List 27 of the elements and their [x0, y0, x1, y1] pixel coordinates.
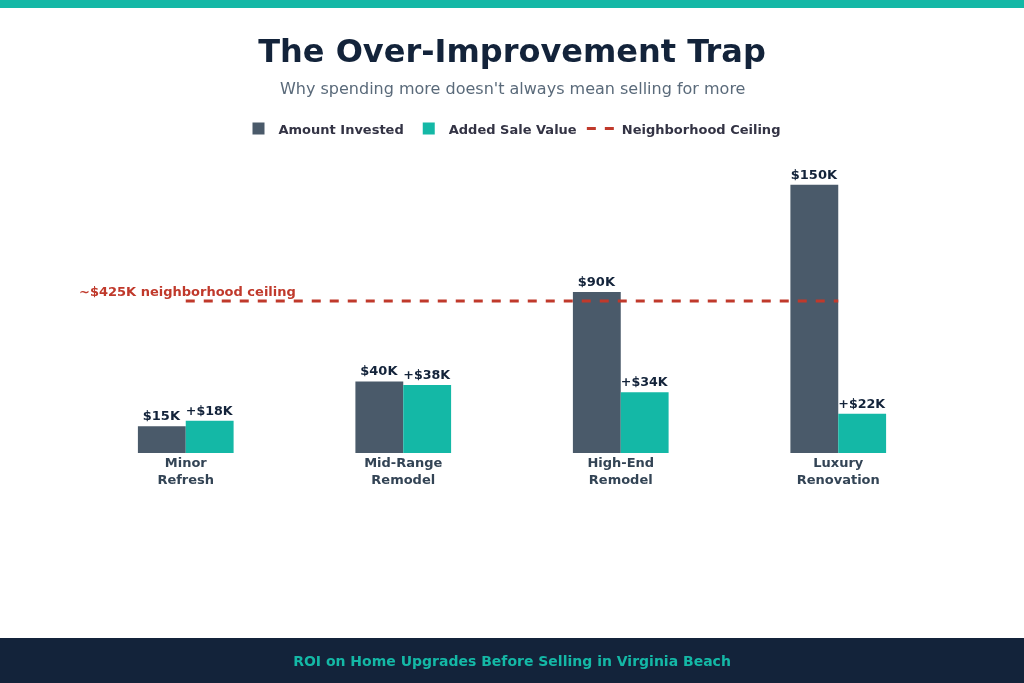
data-label: $90K: [577, 274, 616, 290]
bar: [790, 184, 839, 453]
bar: [355, 381, 404, 453]
bar: [620, 392, 669, 453]
data-label: $40K: [360, 363, 399, 379]
data-label: +$22K: [838, 395, 887, 411]
bar: [137, 426, 186, 453]
text: ROI on Home Upgrades Before Selling in Virginia Beach: [0, 638, 1024, 683]
data-label: +$18K: [185, 402, 234, 418]
bar: [838, 413, 887, 453]
data-label: $150K: [790, 166, 838, 182]
data-label: +$38K: [403, 367, 452, 383]
chart-title: The Over-Improvement Trap: [258, 31, 766, 70]
legend-label: Amount Invested: [278, 121, 404, 137]
data-label: $15K: [142, 408, 181, 424]
bar: [572, 292, 621, 453]
x-tick-label: Luxury Renovation: [796, 455, 880, 487]
chart-subtitle: Why spending more doesn't always mean selling for more: [280, 79, 746, 98]
x-tick-label: Mid-Range Remodel: [364, 455, 443, 487]
bar: [185, 420, 234, 453]
x-tick-label: High-End Remodel: [587, 455, 655, 487]
x-tick-label: Minor Refresh: [157, 455, 215, 487]
annotation: ~$425K neighborhood ceiling: [79, 284, 296, 299]
bar: [403, 385, 452, 453]
data-label: +$34K: [620, 374, 669, 390]
legend-label: Neighborhood Ceiling: [621, 121, 781, 137]
legend-label: Added Sale Value: [448, 121, 577, 137]
